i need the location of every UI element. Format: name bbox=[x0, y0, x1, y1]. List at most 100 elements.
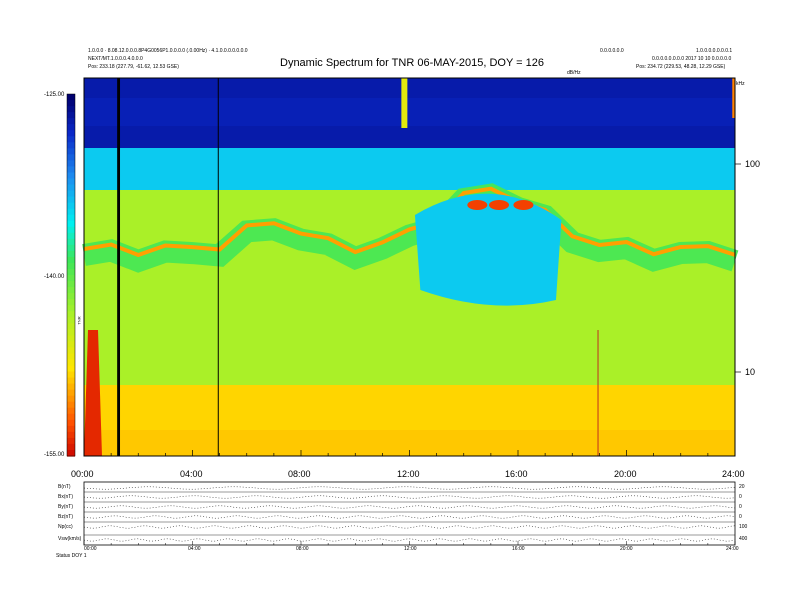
y-tick: 100 bbox=[745, 159, 761, 169]
colorbar-segment bbox=[67, 208, 75, 216]
cyan-bulge bbox=[414, 193, 562, 306]
colorbar-segment bbox=[67, 268, 75, 276]
header-left-pos-value: 233.18 (227.79, -61.62, 12.53 GSE) bbox=[99, 64, 179, 70]
colorbar-segment bbox=[67, 431, 75, 439]
colorbar-segment bbox=[67, 425, 75, 433]
lower-row-right-label: 0 bbox=[739, 494, 742, 500]
colorbar-segment bbox=[67, 395, 75, 403]
colorbar-segment bbox=[67, 220, 75, 228]
colorbar-segment bbox=[67, 100, 75, 107]
colorbar-segment bbox=[67, 136, 75, 143]
lower-row-trace bbox=[83, 515, 736, 519]
lower-row-right-label: 20 bbox=[739, 484, 745, 490]
colorbar-segment bbox=[67, 244, 75, 252]
colorbar-segment bbox=[67, 401, 75, 409]
colorbar-label: TNR bbox=[76, 316, 82, 325]
colorbar-segment bbox=[67, 377, 75, 385]
colorbar-segment bbox=[67, 293, 75, 300]
colorbar-segment bbox=[67, 130, 75, 137]
footer-status-label: Status bbox=[56, 553, 71, 559]
colorbar-segment bbox=[67, 359, 75, 367]
header-right-pos-label: Pos: bbox=[636, 64, 647, 70]
yaxis-unit-label: kHz bbox=[736, 81, 745, 87]
lower-row-label: Bz(nT) bbox=[58, 514, 73, 520]
lower-x-tick: 00:00 bbox=[84, 546, 97, 552]
colorbar-segment bbox=[67, 214, 75, 222]
colorbar-segment bbox=[67, 172, 75, 180]
colorbar-segment bbox=[67, 353, 75, 361]
peak-event bbox=[513, 200, 534, 210]
x-tick: 08:00 bbox=[288, 469, 311, 479]
spectrogram-heatmap bbox=[82, 78, 739, 456]
header-left-line1: 1.0.0.0 · 8.08.12.0.0.0.8P4G0056P1.0.0.0… bbox=[88, 48, 248, 54]
colorbar-tick: -155.00 bbox=[44, 452, 65, 458]
lower-row-right-label: 400 bbox=[739, 536, 748, 542]
colorbar-tick: -125.00 bbox=[44, 92, 65, 98]
colorbar-segment bbox=[67, 437, 75, 445]
footer-status-value: DOY 1 bbox=[71, 553, 87, 559]
header-right-line1b: 1.0.0.0.0.0.0.0.1 bbox=[696, 48, 733, 54]
x-tick: 04:00 bbox=[180, 469, 203, 479]
colorbar-segment bbox=[67, 347, 75, 355]
colorbar-segment bbox=[67, 449, 75, 457]
colorbar-segment bbox=[67, 389, 75, 397]
lower-x-tick: 12:00 bbox=[404, 546, 417, 552]
colorbar-segment bbox=[67, 443, 75, 451]
colorbar-segment bbox=[67, 154, 75, 161]
lower-row-label: B(nT) bbox=[58, 484, 71, 490]
lower-row-trace bbox=[83, 538, 736, 542]
colorbar-segment bbox=[67, 305, 75, 312]
colorbar-segment bbox=[67, 365, 75, 373]
lower-x-tick: 20:00 bbox=[620, 546, 633, 552]
lower-row-right-label: 100 bbox=[739, 524, 748, 530]
lower-row-trace bbox=[83, 525, 736, 529]
peak-event bbox=[467, 200, 488, 210]
colorbar-segment bbox=[67, 142, 75, 149]
lower-row-trace bbox=[83, 486, 736, 490]
colorbar-segment bbox=[67, 118, 75, 125]
colorbar-segment bbox=[67, 371, 75, 379]
colorbar-segment bbox=[67, 166, 75, 174]
colorbar-segment bbox=[67, 94, 75, 101]
x-tick: 20:00 bbox=[614, 469, 637, 479]
colorbar-segment bbox=[67, 250, 75, 258]
colorbar-segment bbox=[67, 232, 75, 240]
colorbar-segment bbox=[67, 323, 75, 330]
spectrogram-axes bbox=[83, 77, 741, 457]
colorbar-segment bbox=[67, 184, 75, 192]
header-right-line2: 0.0.0.0.0.0.0.0 2017 10 10 0.0.0.0.0 bbox=[652, 56, 732, 62]
colorbar-segment bbox=[67, 202, 75, 210]
colorbar-unit-label: dB/Hz bbox=[567, 70, 581, 76]
lower-x-tick: 24:00 bbox=[726, 546, 739, 552]
colorbar-segment bbox=[67, 226, 75, 234]
transition-band bbox=[82, 183, 739, 273]
lower-row-label: Np(cc) bbox=[58, 524, 73, 530]
peak-event bbox=[489, 200, 510, 210]
colorbar-segment bbox=[67, 335, 75, 342]
colorbar-segment bbox=[67, 256, 75, 264]
lower-x-tick: 08:00 bbox=[296, 546, 309, 552]
colorbar-segment bbox=[67, 148, 75, 155]
colorbar-segment bbox=[67, 383, 75, 391]
colorbar-segment bbox=[67, 178, 75, 186]
colorbar-segment bbox=[67, 196, 75, 204]
header-right-line1a: 0.0.0.0.0.0 bbox=[600, 48, 624, 54]
colorbar-segment bbox=[67, 329, 75, 336]
colorbar-segment bbox=[67, 281, 75, 288]
colorbar-segment bbox=[67, 190, 75, 198]
transition-peak-line bbox=[83, 186, 736, 258]
colorbar-segment bbox=[67, 262, 75, 270]
lower-row-trace bbox=[83, 505, 736, 509]
colorbar-segment bbox=[67, 413, 75, 421]
header-right-pos-value: 234.72 (229.53, 48.28, 12.29 GSE) bbox=[647, 64, 726, 70]
lower-row-label: Vsw(km/s) bbox=[58, 536, 82, 542]
header-left-pos-label: Pos: bbox=[88, 64, 99, 70]
colorbar-segment bbox=[67, 275, 75, 282]
lower-row-label: Bx(nT) bbox=[58, 494, 73, 500]
lower-row-right-label: 0 bbox=[739, 514, 742, 520]
colorbar-segment bbox=[67, 112, 75, 119]
x-tick: 00:00 bbox=[71, 469, 94, 479]
colorbar-segment bbox=[67, 317, 75, 324]
burst-24h bbox=[732, 78, 736, 118]
